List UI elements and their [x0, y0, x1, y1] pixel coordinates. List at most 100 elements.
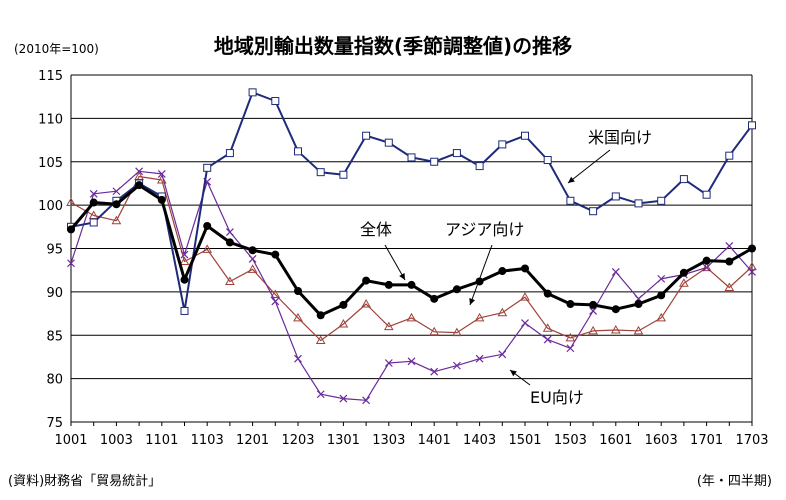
point-米国向け	[452, 149, 461, 158]
point-アジア向け	[383, 321, 394, 331]
annotation-arrow-head	[568, 176, 575, 183]
x-tick-label: 1103	[191, 433, 224, 448]
annotation-arrow-line	[567, 149, 611, 184]
point-米国向け	[339, 170, 348, 179]
annotation-arrow-line	[469, 244, 493, 306]
annotation-arrow-line	[384, 244, 406, 281]
point-全体	[248, 246, 257, 255]
point-アジア向け	[66, 197, 76, 207]
annotation-arrow-head	[469, 298, 476, 305]
point-EU向け	[498, 350, 507, 359]
point-全体	[725, 257, 734, 266]
point-アジア向け	[293, 312, 303, 322]
point-全体	[225, 238, 234, 247]
point-EU向け	[135, 167, 144, 176]
point-アジア向け	[656, 312, 667, 322]
point-米国向け	[566, 196, 575, 205]
annotation-label: アジア向け	[445, 220, 524, 239]
x-tick-label: 1501	[508, 433, 541, 448]
point-全体	[634, 300, 643, 309]
point-米国向け	[225, 149, 234, 158]
point-全体	[316, 311, 325, 320]
point-全体	[294, 287, 302, 296]
point-アジア向け	[361, 299, 371, 308]
point-全体	[67, 225, 75, 234]
point-全体	[407, 280, 416, 289]
y-tick-label: 115	[38, 69, 63, 84]
point-アジア向け	[610, 325, 621, 334]
annotation-label: EU向け	[530, 388, 584, 407]
point-米国向け	[294, 147, 302, 156]
y-tick-label: 85	[46, 329, 63, 344]
point-EU向け	[611, 267, 620, 276]
point-米国向け	[702, 190, 711, 199]
point-EU向け	[67, 259, 75, 268]
point-アジア向け	[315, 335, 326, 344]
annotation-arrow-head	[510, 370, 517, 377]
point-アジア向け	[679, 278, 689, 287]
point-全体	[657, 291, 666, 300]
point-EU向け	[225, 228, 234, 236]
point-米国向け	[725, 151, 734, 160]
x-tick-label: 1301	[327, 433, 360, 448]
point-米国向け	[521, 131, 529, 140]
point-アジア向け	[520, 292, 530, 301]
point-全体	[89, 198, 98, 207]
x-tick-label: 1603	[645, 433, 678, 448]
point-EU向け	[521, 319, 529, 328]
annotation-arrow-head	[399, 273, 405, 280]
point-全体	[679, 268, 688, 277]
x-tick-label: 1003	[100, 433, 133, 448]
point-全体	[611, 305, 620, 314]
point-米国向け	[748, 121, 756, 130]
point-全体	[384, 280, 393, 289]
point-全体	[271, 250, 280, 259]
point-アジア向け	[179, 256, 190, 266]
point-全体	[748, 244, 756, 253]
point-全体	[589, 300, 598, 309]
y-tick-label: 90	[46, 286, 63, 301]
point-米国向け	[407, 153, 416, 162]
x-tick-label: 1701	[690, 433, 723, 448]
point-アジア向け	[747, 261, 757, 271]
point-アジア向け	[429, 326, 440, 336]
point-全体	[430, 294, 439, 303]
point-全体	[135, 181, 144, 190]
point-全体	[498, 267, 507, 276]
point-EU向け	[702, 263, 711, 272]
point-米国向け	[430, 157, 439, 166]
point-全体	[157, 195, 166, 204]
point-米国向け	[271, 97, 280, 106]
point-米国向け	[611, 192, 620, 201]
point-EU向け	[294, 354, 302, 363]
x-tick-label: 1401	[418, 433, 451, 448]
point-アジア向け	[225, 276, 235, 285]
point-米国向け	[657, 196, 666, 205]
point-アジア向け	[588, 325, 598, 335]
x-tick-label: 1303	[372, 433, 405, 448]
x-tick-label: 1601	[599, 433, 632, 448]
point-米国向け	[589, 207, 598, 216]
y-tick-label: 110	[38, 112, 63, 127]
series-line-米国向け	[70, 91, 753, 312]
x-tick-label: 1403	[463, 433, 496, 448]
annotation-label: 全体	[360, 220, 392, 239]
point-EU向け	[362, 396, 371, 405]
point-EU向け	[248, 254, 257, 263]
point-EU向け	[89, 189, 98, 198]
point-EU向け	[748, 267, 756, 276]
point-EU向け	[543, 335, 552, 344]
point-米国向け	[543, 156, 552, 165]
chart-title: 地域別輸出数量指数(季節調整値)の推移	[213, 34, 573, 58]
point-全体	[339, 300, 348, 309]
point-米国向け	[180, 306, 189, 315]
point-アジア向け	[542, 323, 553, 332]
point-アジア向け	[452, 327, 462, 337]
point-EU向け	[657, 274, 666, 283]
point-全体	[452, 285, 461, 294]
point-全体	[543, 289, 552, 298]
point-EU向け	[407, 357, 416, 366]
point-米国向け	[475, 162, 484, 171]
point-アジア向け	[474, 312, 485, 322]
series-line-アジア向け	[70, 175, 753, 342]
